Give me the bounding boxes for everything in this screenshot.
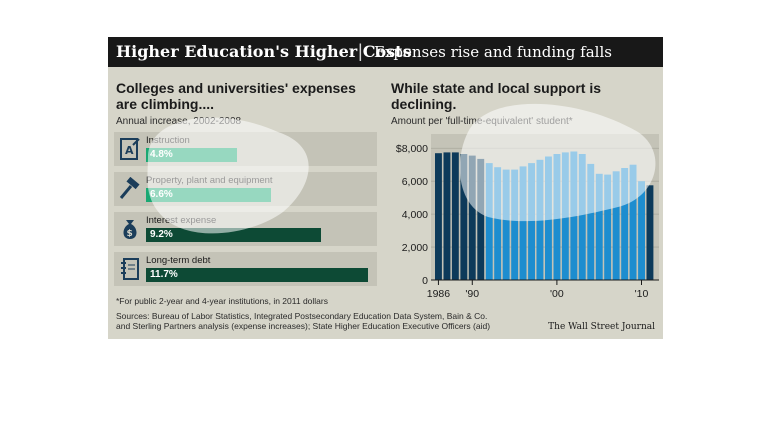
bar-label: Instruction bbox=[146, 135, 190, 146]
bar bbox=[612, 171, 620, 280]
bar: 4.8% bbox=[146, 148, 237, 162]
bar bbox=[595, 173, 603, 280]
bar bbox=[553, 154, 561, 280]
bar bbox=[494, 167, 502, 280]
bar bbox=[536, 159, 544, 280]
y-tick-label: 0 bbox=[422, 275, 428, 287]
infographic: Higher Education's Higher Costs | Expens… bbox=[108, 37, 663, 339]
bar: 11.7% bbox=[146, 268, 368, 282]
y-tick-label: 6,000 bbox=[402, 176, 428, 188]
svg-text:$: $ bbox=[127, 229, 133, 239]
bar-label: Interest expense bbox=[146, 215, 217, 226]
bar bbox=[502, 169, 510, 280]
bar-label: Long-term debt bbox=[146, 255, 211, 266]
bar bbox=[451, 152, 459, 280]
bar-label: Property, plant and equipment bbox=[146, 175, 273, 186]
y-tick-label: 4,000 bbox=[402, 209, 428, 221]
expense-row-instruction: A Instruction 4.8% bbox=[114, 132, 377, 166]
y-tick-label: 2,000 bbox=[402, 242, 428, 254]
bar bbox=[443, 152, 451, 280]
title-separator: | bbox=[358, 41, 363, 61]
bar bbox=[528, 163, 535, 280]
bar-value-label: 4.8% bbox=[150, 149, 173, 160]
bar-value-label: 11.7% bbox=[150, 269, 178, 280]
bar bbox=[570, 151, 578, 280]
bar bbox=[460, 154, 468, 280]
bar bbox=[629, 164, 637, 280]
hammer-icon bbox=[119, 177, 140, 199]
x-tick-label: '10 bbox=[635, 288, 649, 300]
bar: 9.2% bbox=[146, 228, 321, 242]
svg-text:A: A bbox=[125, 144, 134, 157]
title-bar: Higher Education's Higher Costs | Expens… bbox=[108, 37, 663, 67]
bar-value-label: 6.6% bbox=[150, 189, 173, 200]
money-bag-icon: $ bbox=[123, 220, 137, 239]
footnote: *For public 2-year and 4-year institutio… bbox=[116, 296, 328, 306]
right-panel-heading: While state and local support is declini… bbox=[391, 80, 602, 112]
x-tick-label: '90 bbox=[465, 288, 479, 300]
sources-line-2: and Sterling Partners analysis (expense … bbox=[116, 321, 491, 331]
left-panel-heading: Colleges and universities' expenses are … bbox=[116, 80, 356, 112]
bar: 6.6% bbox=[146, 188, 271, 202]
right-panel-subheading: Amount per 'full-time-equivalent' studen… bbox=[391, 116, 573, 127]
expense-row-interest: $ Interest expense 9.2% bbox=[114, 212, 377, 246]
credit: The Wall Street Journal bbox=[548, 322, 655, 332]
bar bbox=[578, 154, 586, 280]
expense-row-debt: Long-term debt 11.7% bbox=[114, 252, 377, 286]
bar bbox=[561, 152, 569, 280]
bar bbox=[485, 163, 493, 280]
chart-title: Higher Education's Higher Costs bbox=[116, 42, 412, 61]
bar bbox=[621, 168, 629, 280]
bar bbox=[477, 158, 485, 280]
bar bbox=[545, 156, 552, 280]
bar bbox=[646, 185, 654, 280]
bar bbox=[604, 174, 612, 280]
bar bbox=[435, 153, 442, 280]
x-tick-label: '00 bbox=[550, 288, 564, 300]
bar bbox=[638, 181, 645, 280]
bar bbox=[468, 155, 476, 280]
bar bbox=[519, 166, 527, 280]
expense-row-property: Property, plant and equipment 6.6% bbox=[114, 172, 377, 206]
instruction-icon: A bbox=[120, 138, 140, 160]
bar bbox=[587, 163, 595, 280]
left-panel-subheading: Annual increase, 2002-2008 bbox=[116, 116, 242, 127]
sources-line-1: Sources: Bureau of Labor Statistics, Int… bbox=[116, 311, 488, 321]
y-tick-label: $8,000 bbox=[396, 143, 428, 155]
chart-subtitle: Expenses rise and funding falls bbox=[374, 43, 612, 61]
bar-value-label: 9.2% bbox=[150, 229, 173, 240]
bar bbox=[511, 169, 519, 280]
notebook-icon bbox=[121, 258, 139, 280]
x-tick-label: 1986 bbox=[427, 288, 451, 300]
